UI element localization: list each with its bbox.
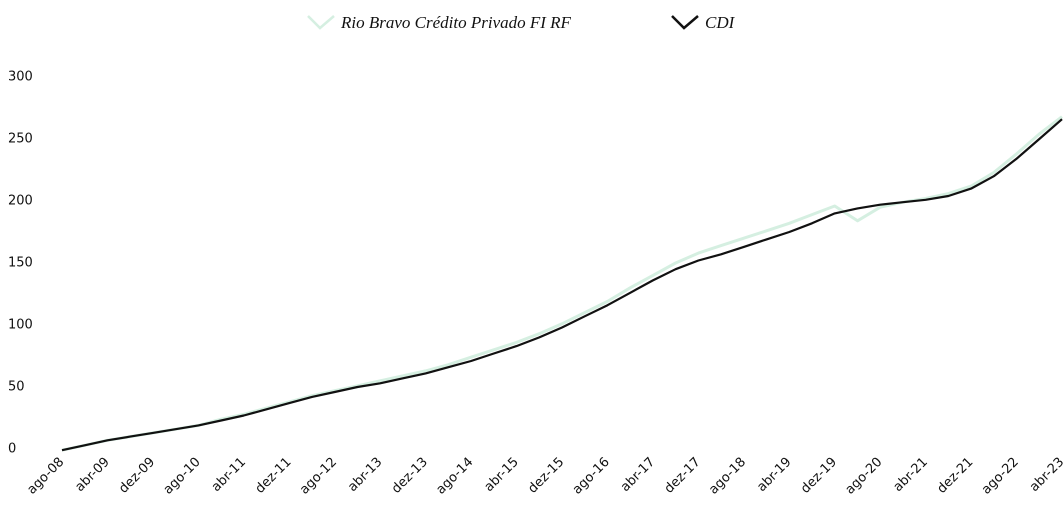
- x-tick-label: ago-12: [297, 455, 340, 498]
- x-tick-label: ago-08: [24, 455, 67, 498]
- x-tick-label: ago-22: [979, 455, 1022, 498]
- x-tick-label: abr-11: [209, 455, 249, 495]
- legend-label: Rio Bravo Crédito Privado FI RF: [340, 13, 572, 32]
- y-tick-label: 300: [8, 70, 33, 85]
- y-tick-label: 50: [8, 380, 25, 395]
- x-tick-label: dez-21: [934, 455, 976, 497]
- x-tick-label: dez-17: [662, 455, 704, 497]
- x-tick-label: abr-21: [891, 455, 931, 495]
- x-tick-label: ago-18: [706, 455, 749, 498]
- x-tick-label: abr-17: [618, 455, 658, 495]
- x-tick-label: ago-10: [161, 455, 204, 498]
- x-tick-label: dez-11: [253, 455, 295, 497]
- series-line: [61, 118, 1063, 452]
- y-tick-label: 150: [8, 256, 33, 271]
- x-tick-label: dez-15: [525, 455, 567, 497]
- x-tick-label: abr-15: [482, 455, 522, 495]
- legend-icon: [307, 15, 335, 30]
- x-tick-label: dez-09: [116, 455, 158, 497]
- x-tick-label: abr-13: [345, 455, 385, 495]
- x-tick-label: ago-14: [434, 455, 477, 498]
- y-tick-label: 100: [8, 318, 33, 333]
- x-tick-label: ago-16: [570, 455, 613, 498]
- x-tick-label: dez-13: [389, 455, 431, 497]
- x-tick-label: dez-19: [798, 455, 840, 497]
- x-tick-label: abr-09: [72, 455, 112, 495]
- x-tick-label: ago-20: [843, 455, 886, 498]
- x-tick-label: abr-23: [1027, 455, 1064, 495]
- series-line: [61, 115, 1063, 452]
- y-tick-label: 250: [8, 132, 33, 147]
- legend-icon: [671, 15, 699, 30]
- y-tick-label: 200: [8, 194, 33, 209]
- x-tick-label: abr-19: [754, 455, 794, 495]
- legend-label: CDI: [705, 13, 736, 32]
- y-tick-label: 0: [8, 442, 16, 457]
